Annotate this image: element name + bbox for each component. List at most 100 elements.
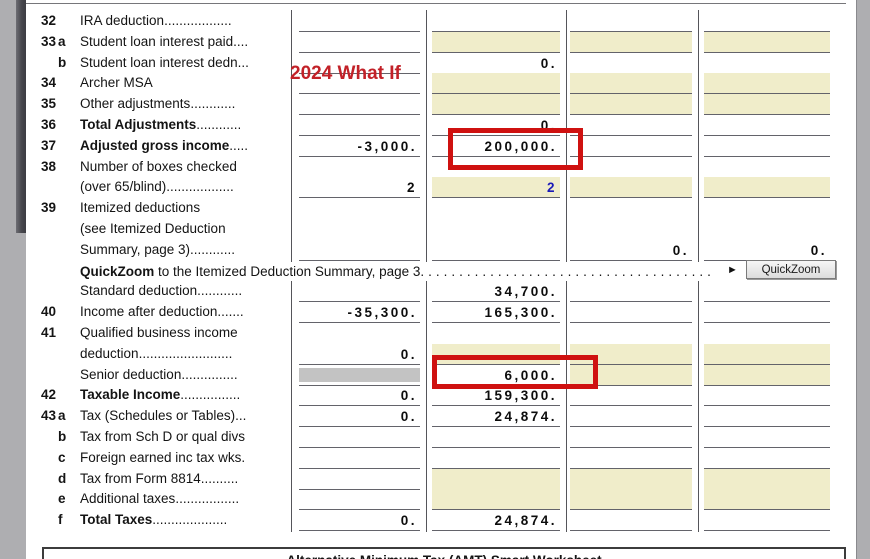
field-39c-col4[interactable]: 0. [704, 240, 830, 261]
field-value: -35,300. [347, 305, 417, 320]
field-35-col2[interactable] [432, 94, 560, 115]
quickzoom-button[interactable]: QuickZoom [746, 260, 836, 279]
row-label: Total Taxes.................... [80, 510, 289, 530]
field-33b-col4[interactable] [704, 53, 830, 74]
field-sr-col3[interactable] [570, 365, 692, 386]
row-label-text: Total Taxes [80, 512, 153, 527]
field-37-col4[interactable] [704, 136, 830, 157]
row-38: 38 Number of boxes checked [0, 157, 852, 178]
field-42-col4[interactable] [704, 385, 830, 406]
field-35-col1[interactable] [299, 94, 420, 115]
field-43f-col1[interactable]: 0. [299, 510, 420, 531]
line-number: 34 [40, 75, 56, 90]
field-sd-col1[interactable] [299, 281, 420, 302]
field-36-col4[interactable] [704, 115, 830, 136]
field-42-col2[interactable]: 159,300. [432, 385, 560, 406]
field-33a-col1[interactable] [299, 32, 420, 53]
field-43b-col2[interactable] [432, 427, 560, 448]
field-42-col3[interactable] [570, 385, 692, 406]
left-scrollbar-thumb[interactable] [16, 0, 26, 233]
field-43a-col2[interactable]: 24,874. [432, 406, 560, 427]
field-sd-col3[interactable] [570, 281, 692, 302]
field-32-col4[interactable] [704, 11, 830, 32]
field-43e-col1[interactable] [299, 489, 420, 510]
field-sd-col4[interactable] [704, 281, 830, 302]
field-34-col3[interactable] [570, 73, 692, 94]
field-sd-col2[interactable]: 34,700. [432, 281, 560, 302]
field-43b-col3[interactable] [570, 427, 692, 448]
field-43e-col4[interactable] [704, 489, 830, 510]
row-label: Senior deduction............... [80, 365, 289, 385]
field-38b-col2[interactable]: 2 [432, 177, 560, 198]
field-37-col1[interactable]: -3,000. [299, 136, 420, 157]
field-33a-col4[interactable] [704, 32, 830, 53]
field-43d-col3[interactable] [570, 469, 692, 490]
field-43d-col4[interactable] [704, 469, 830, 490]
field-43d-col2[interactable] [432, 469, 560, 490]
row-label: Tax from Sch D or qual divs [80, 427, 289, 447]
field-35-col4[interactable] [704, 94, 830, 115]
field-38b-col1[interactable]: 2 [299, 177, 420, 198]
field-33a-col3[interactable] [570, 32, 692, 53]
field-32-col2[interactable] [432, 11, 560, 32]
field-39c-col2[interactable] [432, 240, 560, 261]
field-value: 2 [546, 180, 557, 195]
field-43b-col1[interactable] [299, 427, 420, 448]
row-43b: b Tax from Sch D or qual divs [0, 427, 852, 448]
row-label-text: Foreign earned inc tax wks. [80, 450, 246, 465]
field-39c-col1[interactable] [299, 240, 420, 261]
field-41b-col1[interactable]: 0. [299, 344, 420, 365]
field-36-col3[interactable] [570, 115, 692, 136]
field-38b-col3[interactable] [570, 177, 692, 198]
field-43c-col2[interactable] [432, 448, 560, 469]
field-41b-col4[interactable] [704, 344, 830, 365]
field-43e-col3[interactable] [570, 489, 692, 510]
field-43a-col1[interactable]: 0. [299, 406, 420, 427]
field-33b-col2[interactable]: 0. [432, 53, 560, 74]
field-42-col1[interactable]: 0. [299, 385, 420, 406]
field-33a-col2[interactable] [432, 32, 560, 53]
field-37-col2[interactable]: 200,000. [432, 136, 560, 157]
field-43c-col1[interactable] [299, 448, 420, 469]
field-43f-col4[interactable] [704, 510, 830, 531]
field-36-col1[interactable] [299, 115, 420, 136]
row-label: Income after deduction....... [80, 302, 289, 322]
row-42: 42 Taxable Income................ 0. 159,30… [0, 385, 852, 406]
row-label-text: (see Itemized Deduction [80, 221, 226, 236]
field-33b-col3[interactable] [570, 53, 692, 74]
field-40-col1[interactable]: -35,300. [299, 302, 420, 323]
row-label-text: deduction [80, 346, 139, 361]
field-34-col4[interactable] [704, 73, 830, 94]
field-43a-col4[interactable] [704, 406, 830, 427]
field-43f-col3[interactable] [570, 510, 692, 531]
field-39c-col3[interactable]: 0. [570, 240, 692, 261]
field-sr-col4[interactable] [704, 365, 830, 386]
row-label: Additional taxes................. [80, 489, 289, 509]
field-32-col3[interactable] [570, 11, 692, 32]
field-40-col3[interactable] [570, 302, 692, 323]
field-43f-col2[interactable]: 24,874. [432, 510, 560, 531]
field-40-col2[interactable]: 165,300. [432, 302, 560, 323]
field-34-col1[interactable] [299, 73, 420, 94]
field-43e-col2[interactable] [432, 489, 560, 510]
field-value: 0. [672, 243, 689, 258]
field-43b-col4[interactable] [704, 427, 830, 448]
field-34-col2[interactable] [432, 73, 560, 94]
field-43d-col1[interactable] [299, 469, 420, 490]
row-label: Qualified business income [80, 323, 289, 343]
row-label: Tax (Schedules or Tables)... [80, 406, 289, 426]
field-35-col3[interactable] [570, 94, 692, 115]
field-40-col4[interactable] [704, 302, 830, 323]
field-38b-col4[interactable] [704, 177, 830, 198]
field-41b-col3[interactable] [570, 344, 692, 365]
row-35: 35 Other adjustments............ [0, 94, 852, 115]
field-43c-col3[interactable] [570, 448, 692, 469]
field-33b-col1[interactable] [299, 53, 420, 74]
field-32-col1[interactable] [299, 11, 420, 32]
field-43c-col4[interactable] [704, 448, 830, 469]
row-sr: Senior deduction............... 6,000. [0, 365, 852, 386]
field-43a-col3[interactable] [570, 406, 692, 427]
row-43c: c Foreign earned inc tax wks. [0, 448, 852, 469]
right-scrollbar-track[interactable] [856, 0, 870, 559]
field-37-col3[interactable] [570, 136, 692, 157]
